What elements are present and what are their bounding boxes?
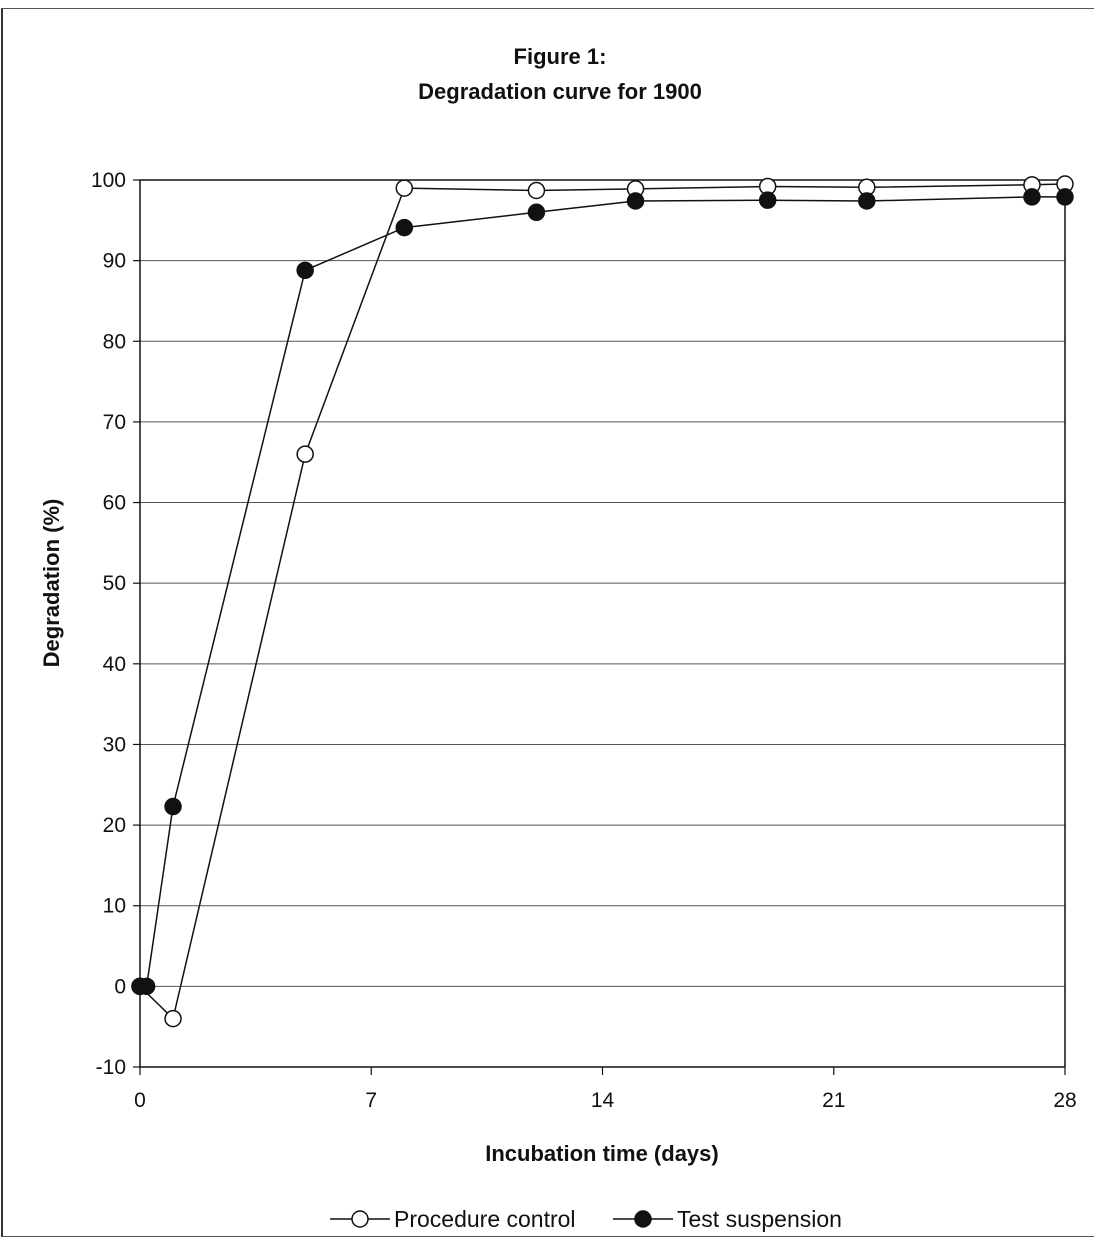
y-tick-label: 50	[103, 572, 126, 595]
x-tick-label: 7	[365, 1089, 377, 1112]
series-layer	[131, 175, 1074, 1028]
x-axis-title: Incubation time (days)	[485, 1141, 718, 1166]
series-1-point	[164, 1009, 182, 1028]
y-tick-label: 20	[103, 814, 126, 837]
legend-marker-1	[351, 1210, 369, 1228]
series-2-point	[758, 191, 777, 209]
y-tick-label: 30	[103, 733, 126, 756]
legend-label-2: Test suspension	[677, 1206, 842, 1232]
series-2-point	[858, 192, 876, 210]
y-tick-label: 90	[103, 250, 126, 273]
series-1-point	[395, 179, 414, 197]
y-tick-label: 60	[103, 492, 126, 515]
series-2-point	[395, 218, 414, 237]
series-2-point	[296, 261, 314, 280]
series-2-point	[626, 192, 645, 210]
x-tick-label: 14	[591, 1089, 615, 1112]
series-2-point	[137, 977, 156, 996]
x-tick-label: 21	[822, 1089, 845, 1112]
x-tick-label: 28	[1053, 1089, 1076, 1112]
series-2-point	[527, 203, 546, 222]
y-tick-label: 70	[103, 411, 126, 434]
plot-area	[140, 179, 1066, 1067]
y-tick-label: 100	[91, 169, 126, 192]
series-2-point	[1023, 188, 1041, 206]
legend: Procedure control Test suspension	[330, 1206, 842, 1232]
chart-subtitle: Degradation curve for 1900	[418, 79, 702, 104]
series-2-point	[164, 797, 182, 816]
series-1-point	[296, 445, 314, 463]
y-tick-label: 10	[103, 895, 126, 918]
series-line-1	[139, 183, 1066, 1021]
chart-title-group: Figure 1: Degradation curve for 1900	[418, 44, 702, 104]
series-2-point	[1056, 188, 1074, 206]
y-tick-label: 40	[103, 653, 126, 676]
x-tick-label: 0	[134, 1089, 146, 1112]
figure-frame	[1, 8, 1094, 1237]
y-axis-title: Degradation (%)	[39, 499, 64, 668]
grid-lines	[140, 179, 1065, 987]
axes: -10 0 10 20 30 40 50 60 70 80 90 100 0 7 14 21 28	[91, 169, 1077, 1112]
y-tick-label: 80	[103, 330, 126, 353]
chart-title: Figure 1:	[514, 44, 607, 69]
y-tick-label: -10	[96, 1056, 126, 1079]
legend-label-1: Procedure control	[394, 1206, 576, 1232]
series-1-point	[527, 181, 546, 200]
y-tick-label: 0	[114, 975, 126, 998]
legend-marker-2	[634, 1210, 652, 1228]
series-line-2	[140, 196, 1065, 988]
